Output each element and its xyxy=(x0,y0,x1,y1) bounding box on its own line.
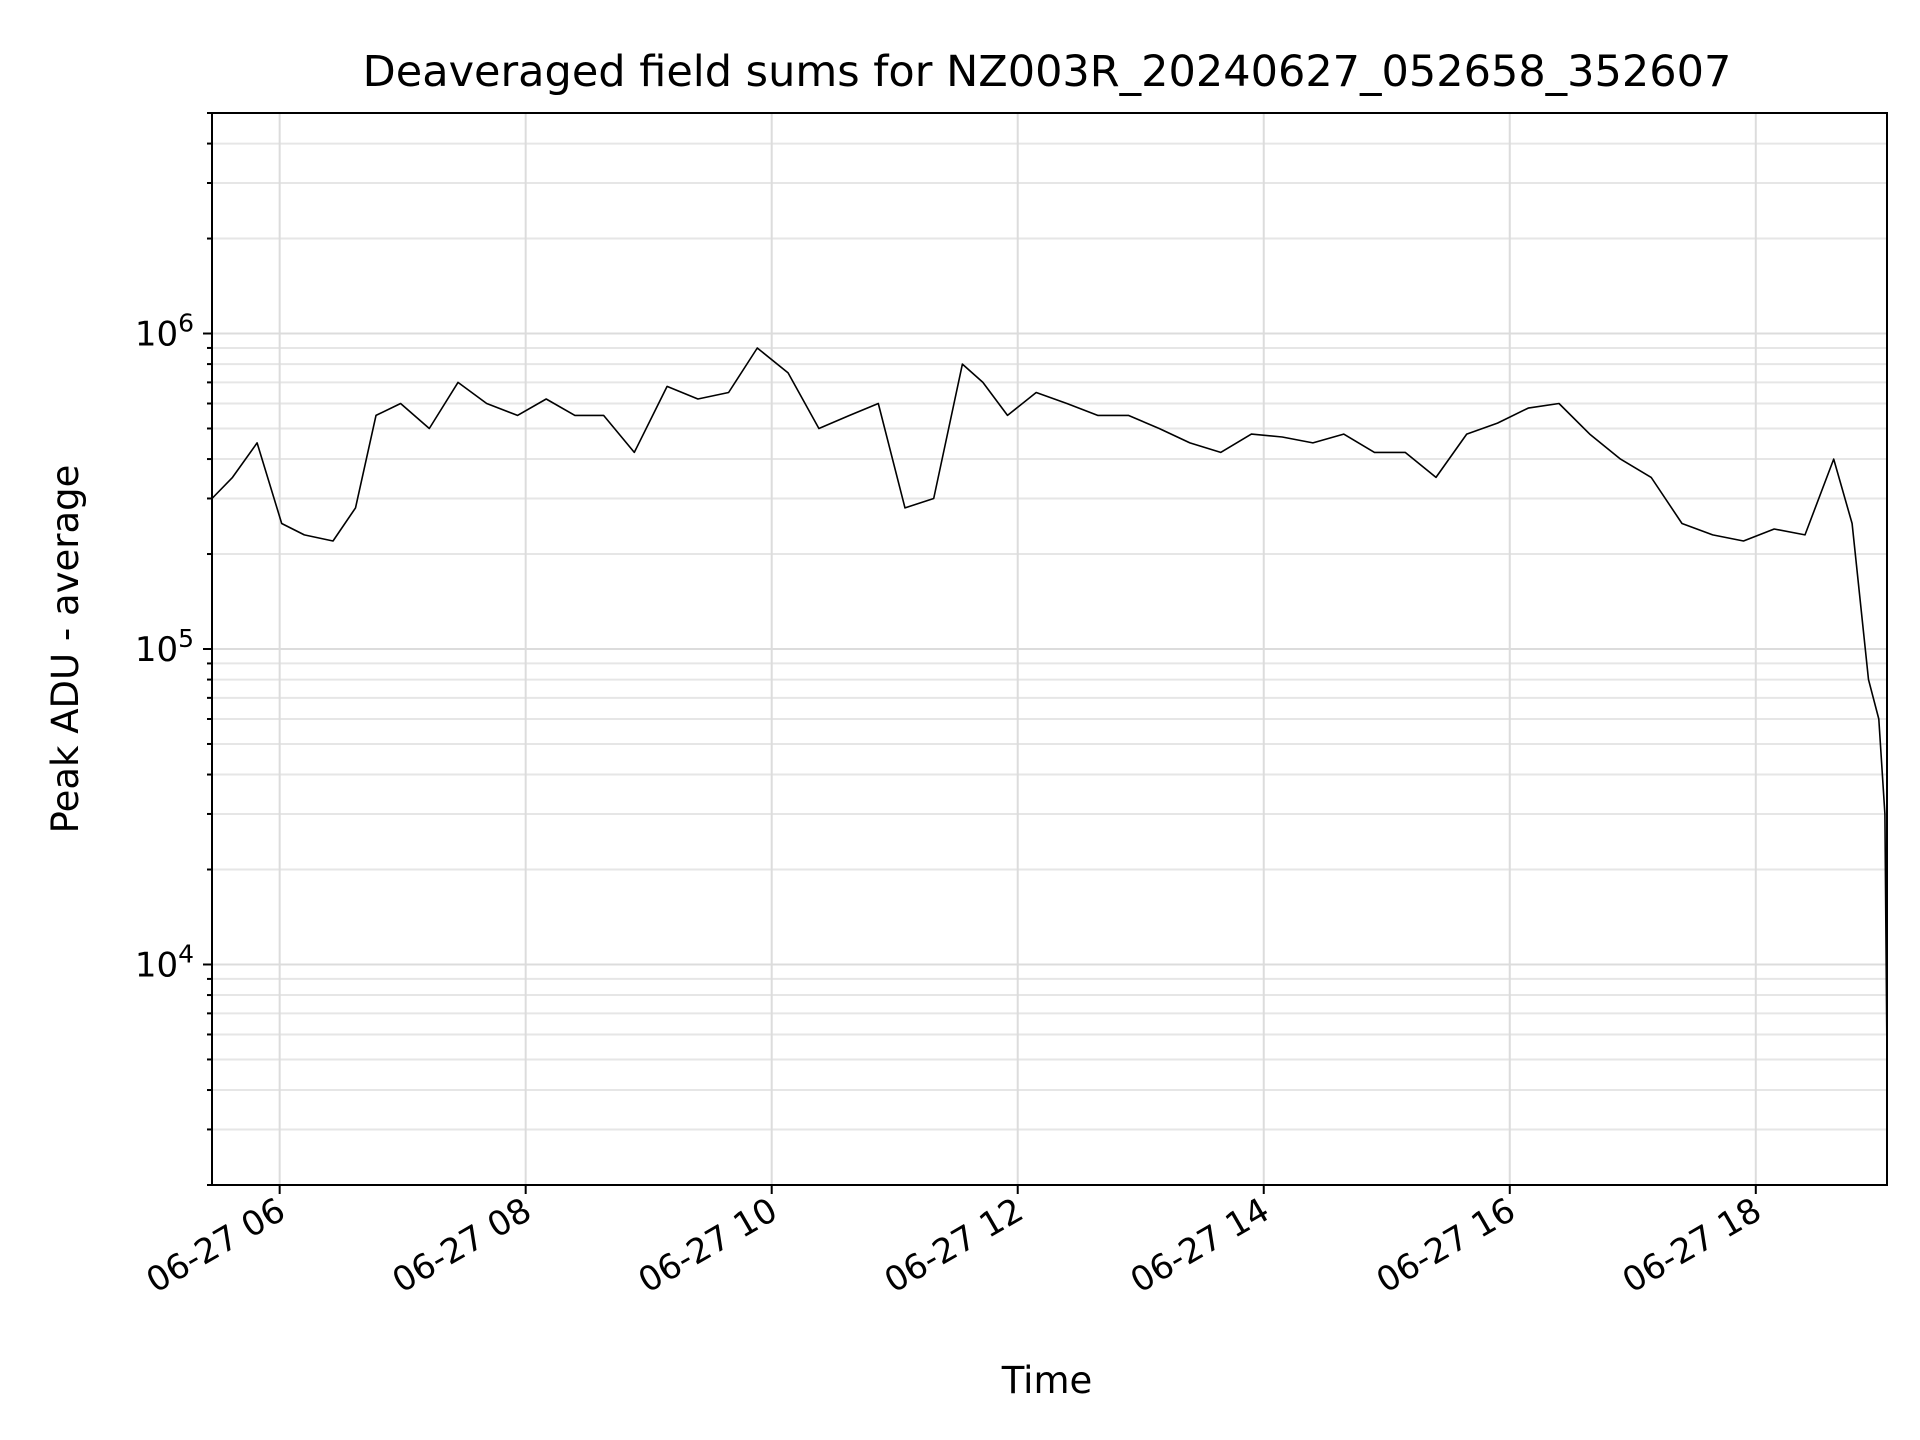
x-axis-label: Time xyxy=(1001,1359,1093,1402)
y-tick-label: 105 xyxy=(135,624,194,670)
series-line-group xyxy=(211,347,1888,1060)
y-tick-label: 104 xyxy=(135,939,194,985)
y-axis-label: Peak ADU - average xyxy=(44,465,87,834)
chart-title: Deaveraged field sums for NZ003R_2024062… xyxy=(363,47,1732,97)
y-axis: 104 105 106 xyxy=(135,112,212,1186)
grid xyxy=(212,112,1887,1186)
series-line xyxy=(211,347,1888,1060)
y-tick-label: 106 xyxy=(135,309,194,355)
